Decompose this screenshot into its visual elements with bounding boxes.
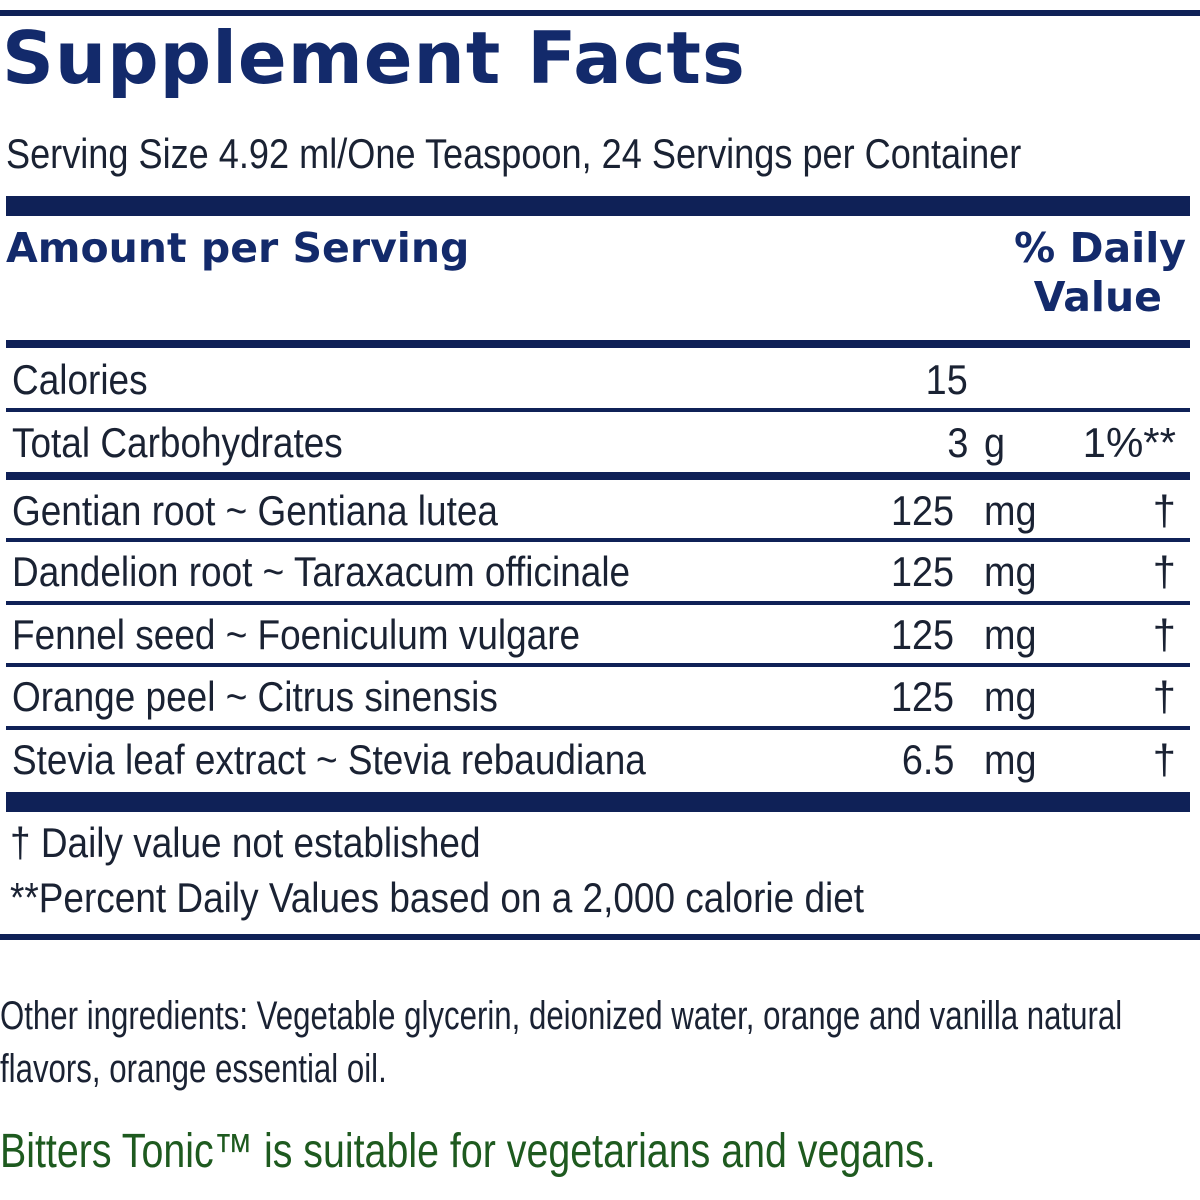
row-divider-thick: [6, 472, 1190, 480]
ingredient-unit: mg: [984, 487, 1037, 534]
footnote-dagger: † Daily value not established: [10, 819, 481, 866]
ingredient-amount: 125: [890, 487, 954, 534]
daily-value-header-line1: % Daily: [1014, 224, 1186, 272]
ingredient-unit: mg: [984, 611, 1037, 658]
dagger-mark: †: [1152, 487, 1176, 534]
thick-divider-top: [6, 196, 1190, 216]
row-divider: [6, 538, 1190, 542]
nutrient-unit: g: [984, 419, 1006, 466]
panel-bottom-border: [0, 934, 1200, 940]
dagger-mark: †: [1152, 673, 1176, 720]
serving-size: Serving Size 4.92 ml/One Teaspoon, 24 Se…: [6, 130, 1022, 177]
nutrient-amount: 15: [925, 356, 968, 403]
thick-divider-bottom: [6, 792, 1190, 812]
ingredient-amount: 125: [890, 673, 954, 720]
row-divider: [6, 601, 1190, 605]
other-ingredients-line2: flavors, orange essential oil.: [0, 1047, 387, 1091]
header-divider: [6, 340, 1190, 348]
ingredient-unit: mg: [984, 673, 1037, 720]
nutrient-name: Calories: [12, 356, 148, 403]
nutrient-amount: 3: [946, 419, 968, 466]
ingredient-name: Stevia leaf extract ~ Stevia rebaudiana: [12, 736, 646, 783]
row-divider: [6, 663, 1190, 667]
footnote-percent-dv: **Percent Daily Values based on a 2,000 …: [10, 874, 865, 921]
ingredient-name: Orange peel ~ Citrus sinensis: [12, 673, 498, 720]
nutrient-daily-value: 1%**: [1082, 419, 1176, 466]
top-border: [0, 10, 1200, 16]
dagger-mark: †: [1152, 548, 1176, 595]
vegan-statement: Bitters Tonic™ is suitable for vegetaria…: [0, 1125, 936, 1178]
ingredient-name: Gentian root ~ Gentiana lutea: [12, 487, 498, 534]
ingredient-amount: 125: [890, 611, 954, 658]
daily-value-header: % Daily Value: [926, 224, 1186, 322]
ingredient-unit: mg: [984, 736, 1037, 783]
ingredient-unit: mg: [984, 548, 1037, 595]
ingredient-name: Fennel seed ~ Foeniculum vulgare: [12, 611, 581, 658]
ingredient-amount: 6.5: [901, 736, 954, 783]
nutrient-name: Total Carbohydrates: [12, 419, 343, 466]
row-divider: [6, 726, 1190, 730]
amount-per-serving-header: Amount per Serving: [6, 224, 470, 272]
ingredient-name: Dandelion root ~ Taraxacum officinale: [12, 548, 631, 595]
daily-value-header-line2: Value: [1033, 273, 1162, 322]
other-ingredients-line1: Other ingredients: Vegetable glycerin, d…: [0, 994, 1123, 1038]
ingredient-amount: 125: [890, 548, 954, 595]
panel-title: Supplement Facts: [2, 16, 746, 100]
dagger-mark: †: [1152, 736, 1176, 783]
dagger-mark: †: [1152, 611, 1176, 658]
row-divider: [6, 408, 1190, 412]
